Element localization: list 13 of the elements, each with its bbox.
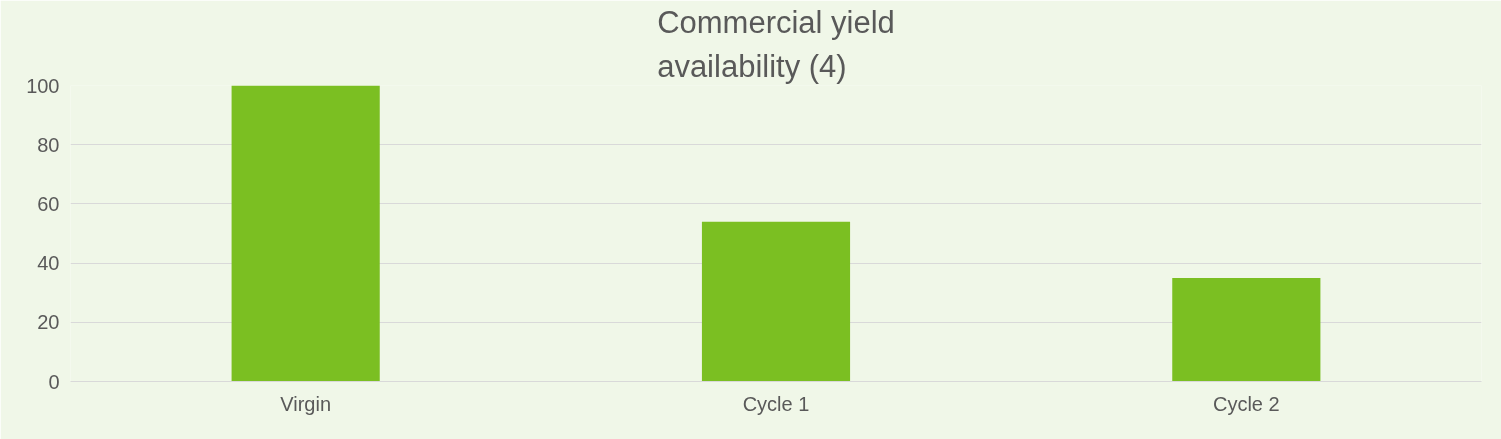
y-tick-label: 80 (37, 133, 60, 156)
y-tick-label: 40 (37, 252, 60, 275)
x-tick-label: Cycle 1 (742, 392, 810, 415)
y-tick-label: 100 (26, 74, 60, 97)
bar (701, 221, 851, 382)
bar (1172, 277, 1321, 382)
bar (231, 85, 380, 382)
y-tick-label: 60 (37, 192, 60, 215)
x-tick-label: Virgin (280, 392, 332, 415)
y-tick-label: 0 (48, 370, 60, 393)
y-tick-label: 20 (37, 311, 60, 334)
x-tick-label: Cycle 2 (1212, 392, 1280, 415)
chart-title: Commercial yield availability (4) (657, 4, 895, 84)
